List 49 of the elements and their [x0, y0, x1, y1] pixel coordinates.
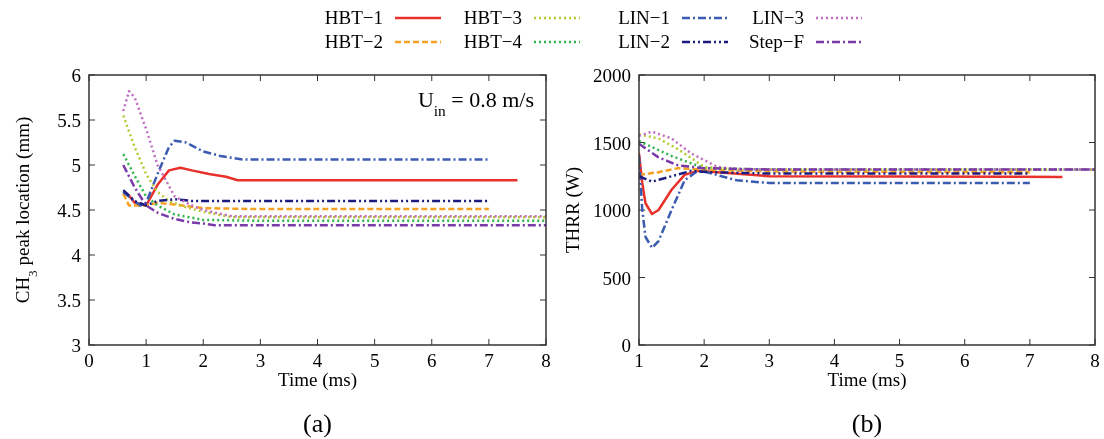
y-tick-label: 1000 [593, 200, 631, 221]
x-tick-label: 1 [634, 350, 644, 371]
y-tick-label: 5.5 [57, 110, 81, 131]
legend-label: HBT−3 [463, 7, 522, 28]
x-tick-label: 2 [198, 350, 208, 371]
y-tick-label: 1500 [593, 132, 631, 154]
y-tick-label: 4 [71, 245, 82, 266]
x-tick-label: 8 [1090, 350, 1100, 371]
legend-label: LIN−3 [752, 7, 804, 28]
y-tick-label: 500 [602, 267, 631, 289]
y-tick-label: 6 [71, 65, 81, 86]
text: (a) [303, 409, 332, 438]
line-series [122, 163, 546, 227]
x-tick-label: 3 [255, 350, 266, 371]
y-tick-label: 5 [71, 155, 81, 176]
line-series [122, 152, 546, 223]
annotation: U$_{in}$ = 0.8 m/s [417, 87, 534, 119]
y-tick-label: 3 [71, 335, 81, 356]
x-tick-label: 7 [484, 350, 494, 371]
x-tick-label: 4 [829, 350, 840, 371]
line-series [122, 192, 491, 211]
x-tick-label: 6 [427, 350, 437, 371]
x-axis-title: Time (ms) [827, 369, 907, 391]
line-series [122, 114, 546, 219]
legend-label: HBT−4 [463, 31, 523, 52]
legend-label: Step−F [748, 31, 804, 52]
legend-label: HBT−2 [324, 31, 383, 52]
x-tick-label: 2 [699, 350, 709, 371]
y-tick-label: 2000 [593, 65, 631, 86]
x-tick-label: 4 [312, 350, 323, 371]
line-series [122, 139, 491, 207]
y-tick-label: 4.5 [57, 200, 81, 221]
line-series [639, 166, 1032, 177]
x-tick-label: 0 [84, 350, 94, 371]
x-tick-label: 5 [369, 350, 380, 371]
legend-label: HBT−1 [324, 7, 383, 28]
y-tick-label: 0 [621, 335, 631, 356]
x-axis-title: Time (ms) [277, 369, 358, 391]
x-tick-label: 7 [1025, 350, 1035, 371]
y-axis-title: THRR (W) [562, 166, 584, 254]
x-tick-label: 5 [894, 350, 905, 371]
legend-label: LIN−1 [618, 7, 670, 28]
x-tick-label: 6 [959, 350, 970, 371]
x-tick-label: 3 [764, 350, 775, 371]
x-tick-label: 1 [141, 350, 151, 371]
legend-label: LIN−2 [618, 31, 670, 52]
y-tick-label: 3.5 [57, 290, 81, 311]
text: (b) [851, 409, 883, 438]
x-tick-label: 8 [541, 350, 551, 371]
